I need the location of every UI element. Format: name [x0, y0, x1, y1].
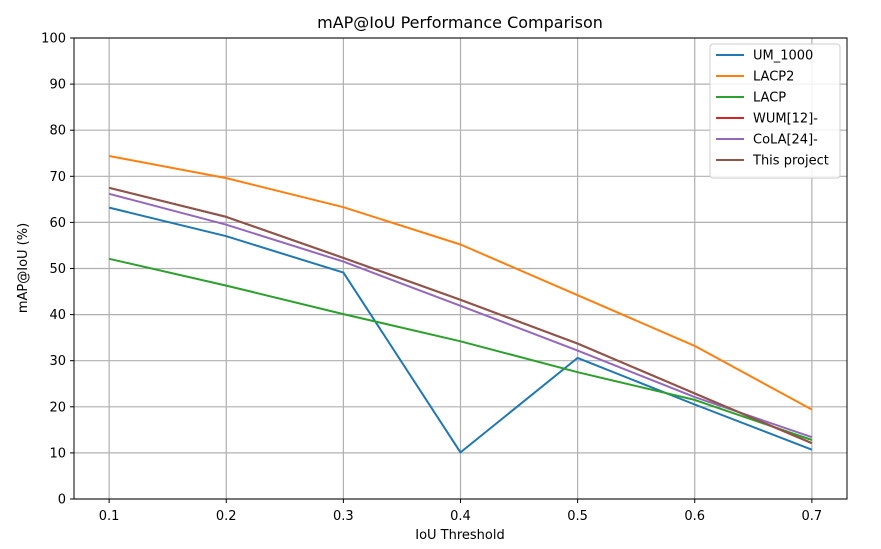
- y-tick-label: 70: [49, 170, 66, 185]
- legend: UM_1000 LACP2 LACP WUM[12]- CoLA[24]- This pr…: [709, 43, 841, 179]
- y-tick-label: 50: [49, 262, 66, 277]
- x-tick-label: 0.5: [567, 509, 588, 524]
- series-lines: [108, 155, 813, 454]
- legend-label: This project: [752, 154, 829, 169]
- y-tick-label: 80: [49, 124, 66, 139]
- legend-label: WUM[12]-: [753, 112, 818, 127]
- y-tick-label: 0: [58, 493, 66, 508]
- series-line-5: [108, 186, 813, 445]
- y-tick-label: 60: [49, 216, 66, 231]
- y-tick-label: 40: [49, 308, 66, 323]
- y-tick-label: 10: [49, 446, 66, 461]
- series-line-2: [108, 257, 813, 441]
- x-axis: 0.1 0.2 0.3 0.4 0.5 0.6 0.7: [99, 499, 822, 524]
- legend-label: LACP2: [753, 70, 794, 85]
- x-tick-label: 0.1: [99, 509, 120, 524]
- legend-label: LACP: [753, 91, 786, 106]
- x-tick-label: 0.4: [450, 509, 471, 524]
- y-tick-label: 30: [49, 354, 66, 369]
- legend-label: CoLA[24]-: [753, 133, 818, 148]
- x-axis-label: IoU Threshold: [415, 528, 505, 543]
- legend-box: [709, 43, 841, 179]
- y-tick-label: 20: [49, 400, 66, 415]
- chart-title: mAP@IoU Performance Comparison: [317, 13, 603, 32]
- y-tick-label: 100: [41, 32, 66, 47]
- y-tick-label: 90: [49, 78, 66, 93]
- x-tick-label: 0.3: [333, 509, 354, 524]
- series-line-1: [108, 155, 813, 411]
- legend-label: UM_1000: [753, 49, 813, 64]
- series-line-4: [108, 192, 813, 439]
- x-tick-label: 0.6: [684, 509, 705, 524]
- series-line-0: [108, 206, 813, 454]
- x-tick-label: 0.7: [802, 509, 823, 524]
- x-tick-label: 0.2: [216, 509, 237, 524]
- y-axis-label: mAP@IoU (%): [16, 223, 31, 313]
- y-axis: 0 10 20 30 40 50 60 70 80 90 100: [41, 32, 74, 508]
